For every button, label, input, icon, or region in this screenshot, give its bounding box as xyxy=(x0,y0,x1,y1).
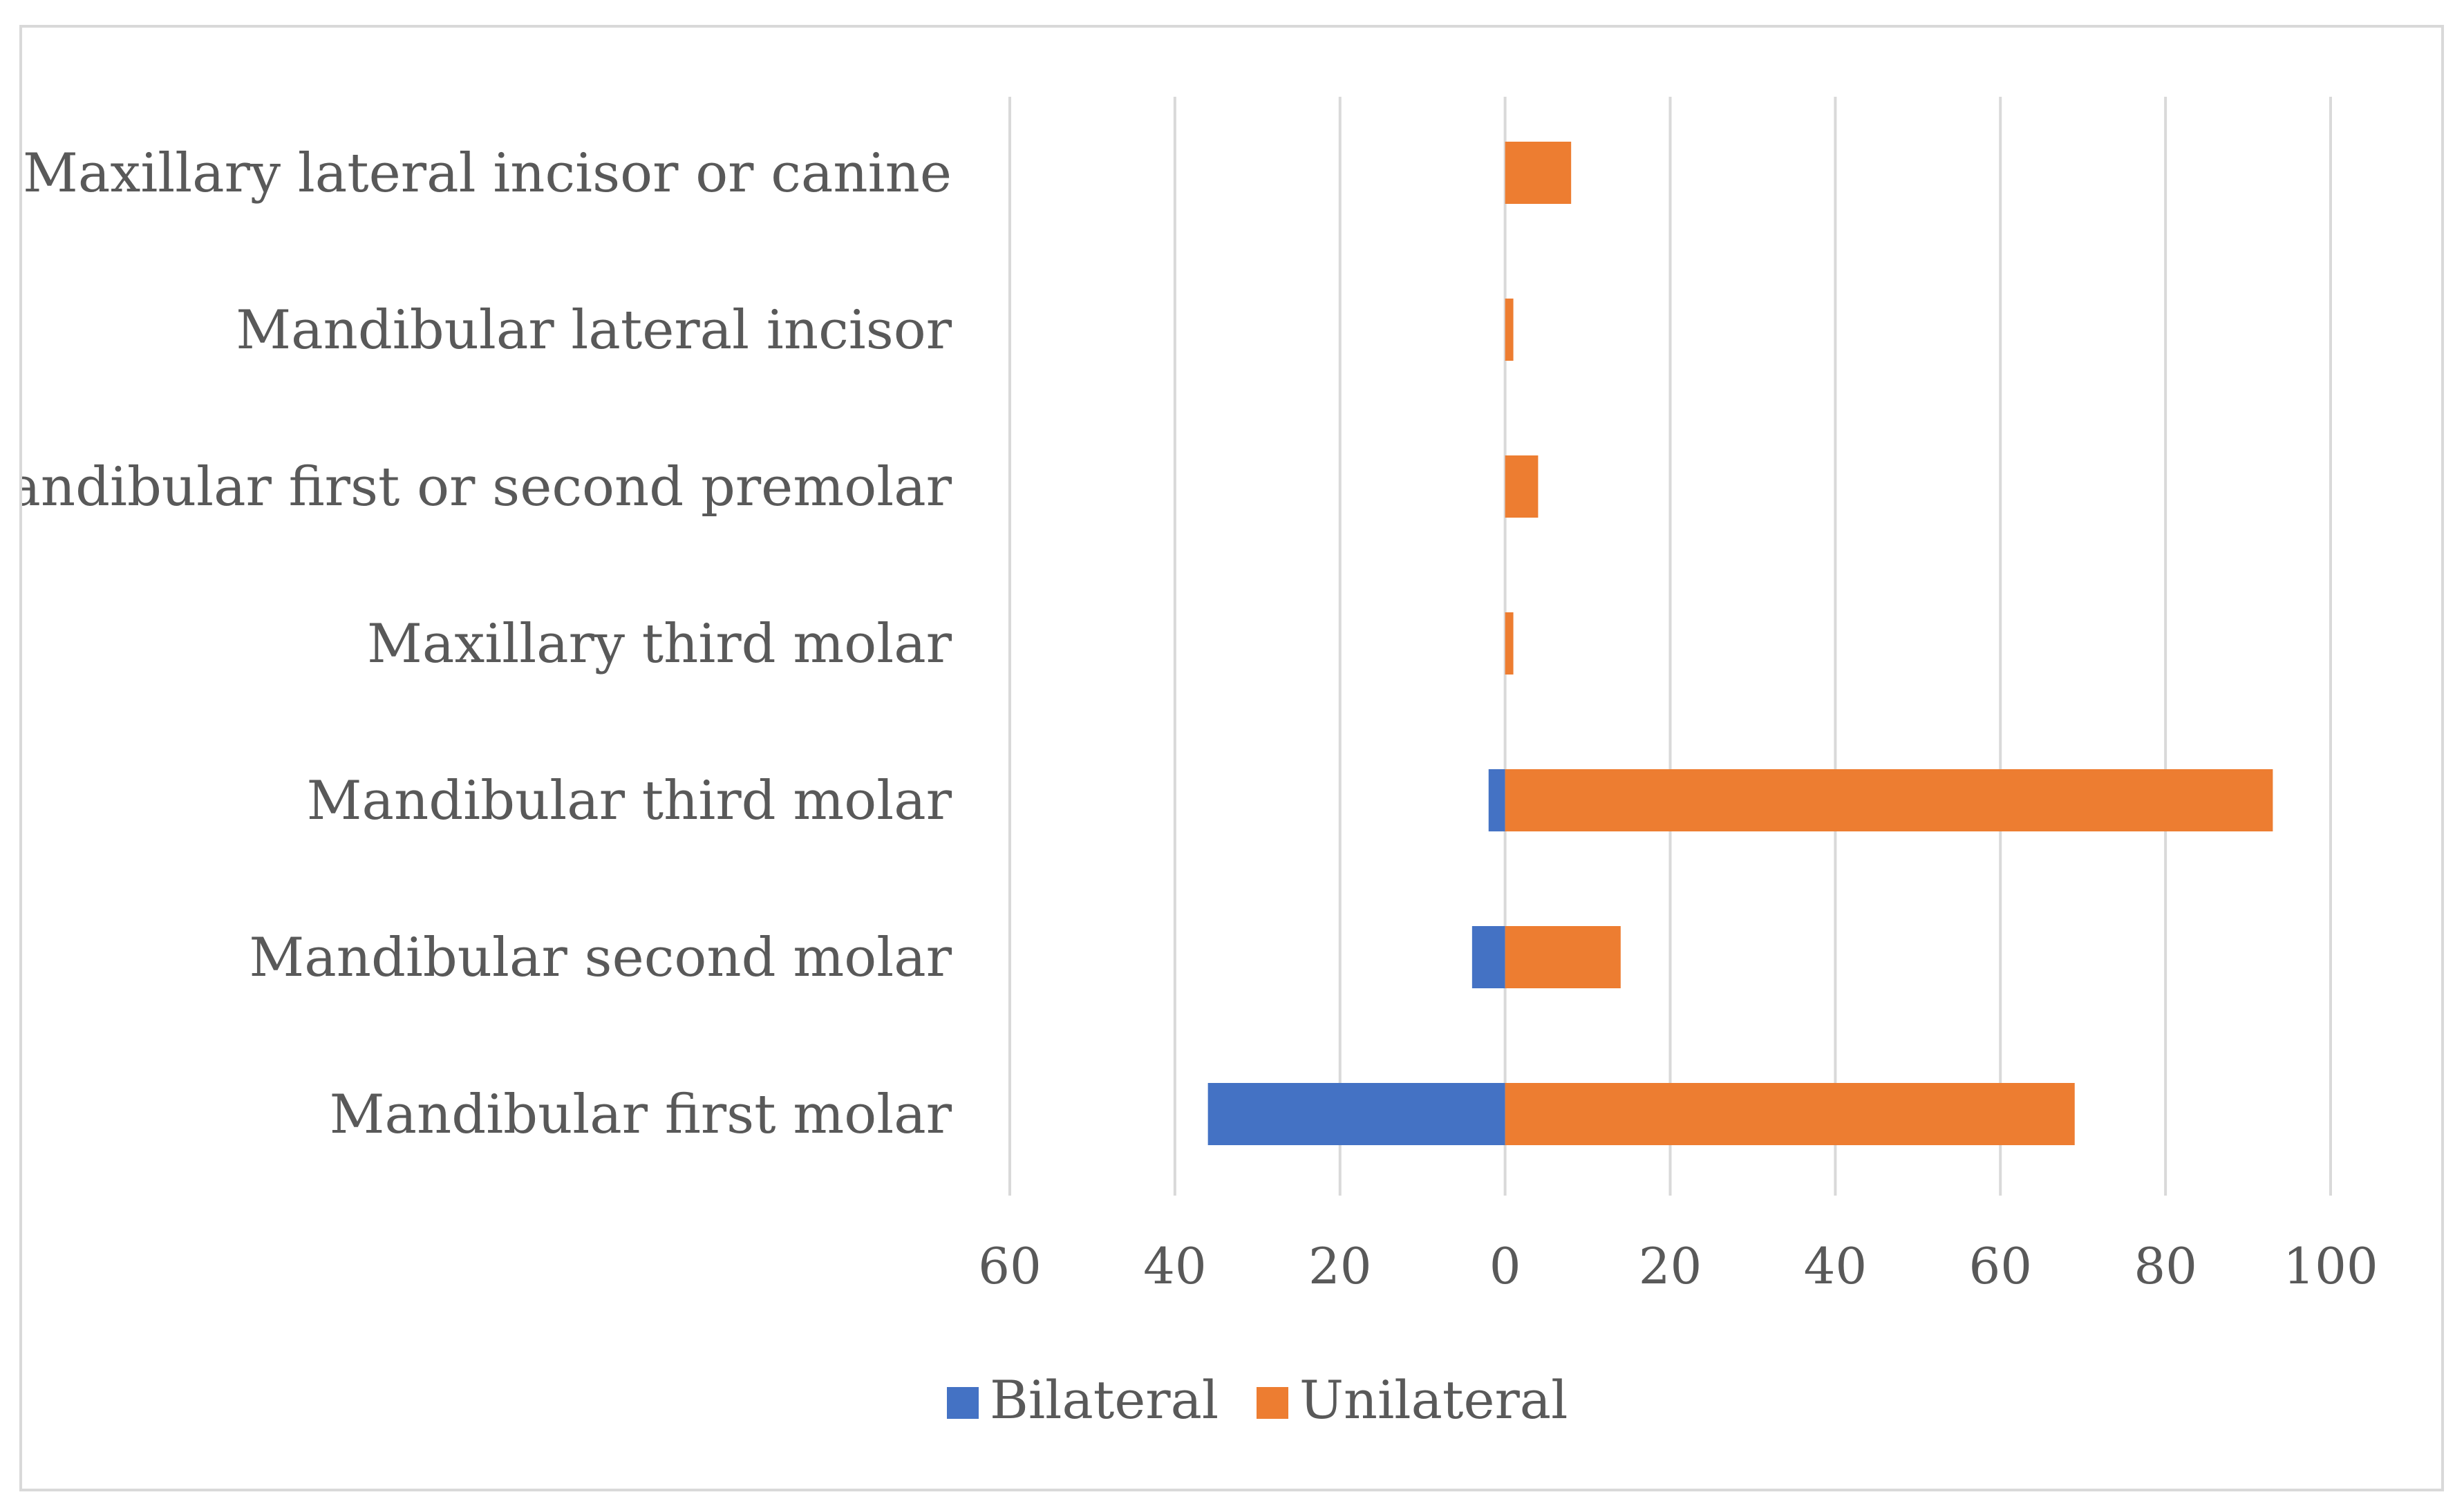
legend: Bilateral Unilateral xyxy=(947,1369,1568,1431)
bar-unilateral xyxy=(1505,455,1539,518)
bar-unilateral xyxy=(1505,612,1514,675)
category-label: Mandibular first or second premolar xyxy=(22,456,952,518)
legend-swatch-unilateral xyxy=(1257,1387,1288,1419)
bar-bilateral xyxy=(1471,926,1505,988)
category-label: Mandibular lateral incisor xyxy=(236,299,952,361)
bar-unilateral xyxy=(1505,769,2273,831)
x-tick-label: 0 xyxy=(1489,1237,1521,1295)
category-labels: Maxillary lateral incisor or canine Mandi… xyxy=(22,142,952,1146)
category-label: Maxillary third molar xyxy=(367,613,952,675)
x-tick-label: 60 xyxy=(1968,1237,2032,1295)
bar-bilateral xyxy=(1207,1083,1505,1145)
category-label: Mandibular first molar xyxy=(330,1084,952,1146)
x-tick-label: 100 xyxy=(2283,1237,2378,1295)
bar-unilateral xyxy=(1505,299,1514,361)
bar-chart: Maxillary lateral incisor or canine Mandi… xyxy=(22,97,2378,1431)
chart-frame: Maxillary lateral incisor or canine Mandi… xyxy=(19,25,2444,1491)
bar-unilateral xyxy=(1505,926,1621,988)
bar-unilateral xyxy=(1505,1083,2075,1145)
bar-unilateral xyxy=(1505,142,1572,204)
legend-label-unilateral: Unilateral xyxy=(1299,1369,1568,1431)
category-label: Mandibular second molar xyxy=(249,927,952,989)
legend-swatch-bilateral xyxy=(947,1387,979,1419)
x-tick-label: 80 xyxy=(2134,1237,2197,1295)
bar-bilateral xyxy=(1488,769,1505,831)
gridlines xyxy=(1008,97,2332,1196)
category-label: Maxillary lateral incisor or canine xyxy=(23,142,952,205)
bars xyxy=(1207,142,2273,1145)
x-tick-label: 20 xyxy=(1308,1237,1372,1295)
category-label: Mandibular third molar xyxy=(307,770,952,832)
x-axis-tick-labels: 60 40 20 0 20 40 60 80 100 xyxy=(978,1237,2378,1295)
x-tick-label: 20 xyxy=(1639,1237,1702,1295)
x-tick-label: 40 xyxy=(1804,1237,1868,1295)
legend-label-bilateral: Bilateral xyxy=(990,1369,1219,1431)
x-tick-label: 40 xyxy=(1143,1237,1207,1295)
x-tick-label: 60 xyxy=(978,1237,1042,1295)
